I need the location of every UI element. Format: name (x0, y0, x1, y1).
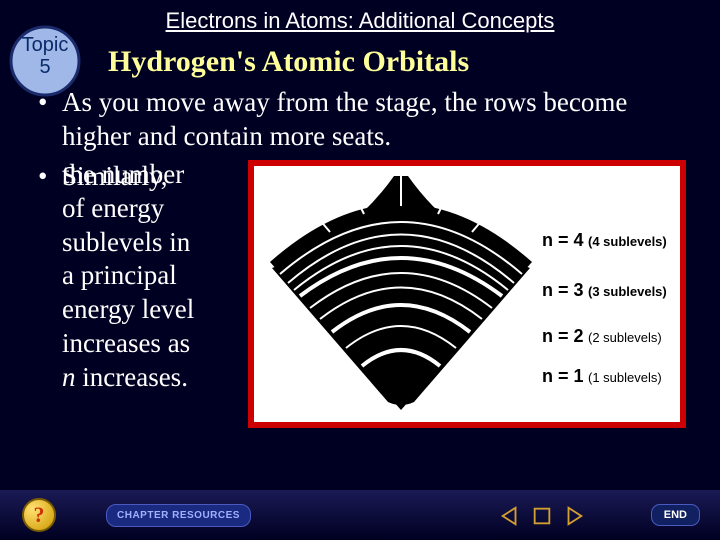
wrap-text: the number of energy sublevels in a prin… (62, 158, 232, 394)
end-button[interactable]: END (651, 504, 700, 526)
bottom-toolbar: ? CHAPTER RESOURCES END (0, 490, 720, 540)
topic-number: 5 (8, 56, 82, 78)
chapter-resources-button[interactable]: CHAPTER RESOURCES (106, 504, 251, 527)
wrap-line: a principal (62, 259, 232, 293)
wrap-last-line: n increases. (62, 361, 232, 395)
page-header: Electrons in Atoms: Additional Concepts (0, 0, 720, 34)
wrap-line: sublevels in (62, 226, 232, 260)
wrap-line: increases as (62, 327, 232, 361)
nav-group (498, 504, 586, 528)
topic-label: Topic (8, 34, 82, 56)
wrap-line: of energy (62, 192, 232, 226)
level-3-label: n = 3 (3 sublevels) (542, 280, 667, 301)
slide-title: Hydrogen's Atomic Orbitals (108, 45, 469, 79)
help-button[interactable]: ? (22, 498, 56, 532)
wrap-line: energy level (62, 293, 232, 327)
bullet-1: As you move away from the stage, the row… (34, 86, 694, 154)
level-1-label: n = 1 (1 sublevels) (542, 366, 662, 387)
sublevel-diagram: n = 4 (4 sublevels) n = 3 (3 sublevels) … (248, 160, 686, 428)
level-2-label: n = 2 (2 sublevels) (542, 326, 662, 347)
next-button[interactable] (562, 504, 586, 528)
prev-button[interactable] (498, 504, 522, 528)
wrap-line: the number (62, 158, 232, 192)
stop-button[interactable] (530, 504, 554, 528)
level-4-label: n = 4 (4 sublevels) (542, 230, 667, 251)
